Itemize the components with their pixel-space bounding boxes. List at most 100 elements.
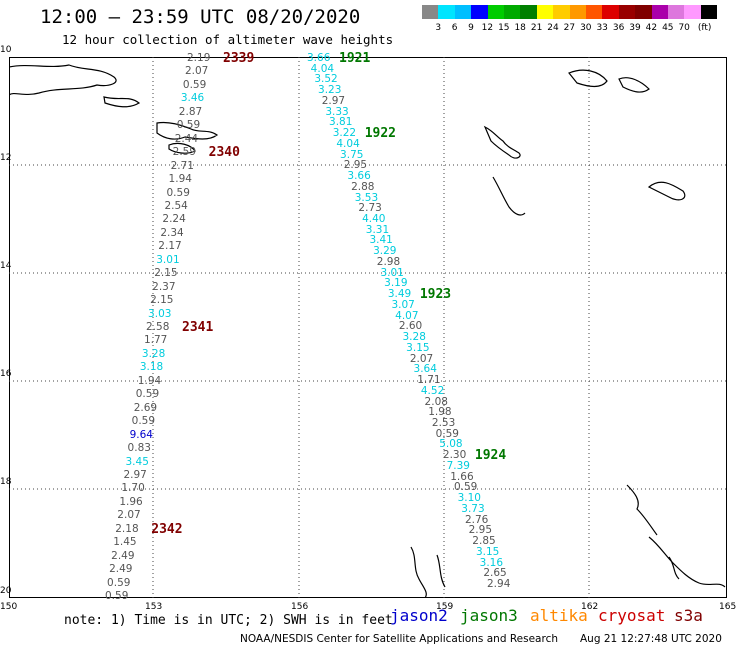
wave-height-value: 3.31 (365, 223, 390, 236)
wave-height-value: 2.87 (178, 105, 203, 118)
wave-height-value: 3.07 (391, 298, 415, 311)
page-title: 12:00 – 23:59 UTC 08/20/2020 (40, 6, 361, 28)
wave-height-value: 2.07 (117, 509, 141, 522)
colorbar-label: 33 (596, 23, 608, 33)
islands-north-east-2 (618, 77, 650, 93)
pass-time-label: 2339 (223, 51, 255, 66)
colorbar-swatch (569, 5, 586, 19)
wave-height-value: 2.88 (351, 180, 375, 193)
wave-height-value: 2.73 (358, 202, 382, 215)
wave-height-value: 2.49 (111, 549, 135, 562)
colorbar-label: 36 (612, 23, 625, 33)
colorbar-swatch (454, 5, 472, 19)
islands-north-east (568, 69, 608, 88)
wave-height-value: 0.59 (435, 427, 459, 440)
pass-time-label: 1922 (364, 126, 397, 142)
y-tick-label: 16 (0, 369, 12, 379)
wave-height-value: 1.71 (417, 374, 441, 387)
wave-height-value: 2.49 (109, 563, 133, 576)
wave-height-value: 2.95 (343, 159, 368, 172)
wave-height-value: 3.66 (347, 170, 371, 183)
colorbar-label: 6 (451, 23, 458, 33)
wave-height-value: 2.58 (146, 321, 170, 333)
colorbar-swatch (487, 5, 504, 19)
x-tick-label: 159 (436, 602, 454, 612)
x-tick-label: 150 (0, 602, 18, 612)
colorbar-swatch (651, 5, 668, 19)
wave-height-value: 2.69 (133, 401, 158, 414)
island-east-2 (492, 176, 526, 216)
wave-height-value: 4.40 (362, 213, 386, 226)
pass-time-label: 1921 (339, 51, 371, 66)
y-tick-label: 10 (0, 45, 12, 55)
colorbar-swatch (471, 5, 488, 19)
wave-height-value: 2.15 (150, 294, 174, 307)
plot-border (9, 57, 727, 598)
wave-height-value: 2.53 (431, 416, 456, 429)
coast-south-center-2 (436, 554, 446, 588)
wave-height-value: 2.59 (172, 146, 197, 159)
wave-height-value: 3.41 (369, 234, 393, 247)
colorbar-swatch (700, 5, 718, 19)
coast-south-east-2 (648, 536, 726, 588)
colorbar-label: 12 (481, 23, 494, 33)
wave-height-value: 2.18 (115, 522, 139, 535)
pass-time-label: 2342 (151, 521, 183, 537)
wave-height-value: 4.04 (336, 137, 360, 150)
wave-height-value: 1.96 (119, 495, 143, 508)
wave-height-value: 2.95 (468, 524, 493, 537)
colorbar-swatch (586, 5, 603, 19)
wave-height-value: 2.98 (376, 255, 401, 268)
coastline-north-west (9, 64, 117, 96)
colorbar-label: 15 (498, 23, 510, 33)
coast-south-center (410, 546, 427, 598)
coast-south-east-3 (668, 556, 680, 580)
wave-height-value: 3.53 (354, 191, 379, 204)
wave-height-value: 3.28 (141, 347, 166, 360)
wave-height-value: 4.52 (420, 384, 445, 397)
wave-height-value: 3.73 (461, 502, 485, 515)
x-tick-label: 156 (291, 602, 309, 612)
colorbar-label: 45 (662, 23, 674, 33)
wave-height-value: 3.16 (479, 556, 504, 569)
wave-height-value: 1.94 (137, 374, 162, 387)
wave-height-value: 2.97 (123, 468, 147, 481)
wave-height-value: 4.07 (395, 309, 419, 322)
wave-height-value: 2.54 (164, 199, 188, 212)
wave-height-value: 3.03 (148, 307, 172, 320)
wave-height-value: 2.08 (424, 395, 448, 408)
wave-height-value: 1.94 (168, 173, 192, 186)
wave-height-value: 3.15 (475, 545, 500, 558)
footer-credit: NOAA/NESDIS Center for Satellite Applica… (240, 633, 558, 645)
wave-height-value: 1.70 (121, 482, 145, 495)
y-tick-label: 14 (0, 261, 12, 271)
wave-height-value: 4.04 (310, 62, 335, 75)
wave-height-value: 0.59 (176, 119, 201, 132)
colorbar-label: 70 (678, 23, 690, 33)
colorbar-label: 3 (435, 23, 442, 33)
wave-height-value: 3.19 (384, 277, 408, 290)
wave-height-value: 2.19 (187, 52, 211, 64)
page-subtitle: 12 hour collection of altimeter wave hei… (62, 32, 394, 47)
colorbar-label: 30 (580, 23, 592, 33)
x-tick-label: 165 (719, 602, 737, 612)
wave-height-value: 0.59 (105, 590, 129, 602)
colorbar-label: 18 (514, 23, 526, 33)
wave-height-value: 3.64 (413, 363, 437, 376)
legend-s3a: s3a (674, 606, 703, 625)
wave-height-value: 0.59 (182, 78, 207, 91)
colorbar-swatch (438, 5, 455, 19)
wave-height-value: 0.59 (107, 576, 131, 589)
pass-time-label: 1924 (474, 448, 507, 464)
wave-height-value: 0.59 (453, 481, 478, 494)
wave-height-value: 2.85 (472, 535, 496, 548)
pass-time-label: 2340 (208, 145, 240, 161)
wave-height-value: 2.71 (170, 159, 194, 172)
colorbar-swatch (536, 5, 554, 19)
colorbar-swatch (618, 5, 636, 19)
wave-height-value: 2.44 (174, 132, 199, 145)
island-east-1 (483, 125, 521, 159)
colorbar-swatch (553, 5, 570, 19)
wave-height-value: 2.24 (162, 213, 186, 226)
wave-height-value: 3.52 (314, 73, 338, 86)
